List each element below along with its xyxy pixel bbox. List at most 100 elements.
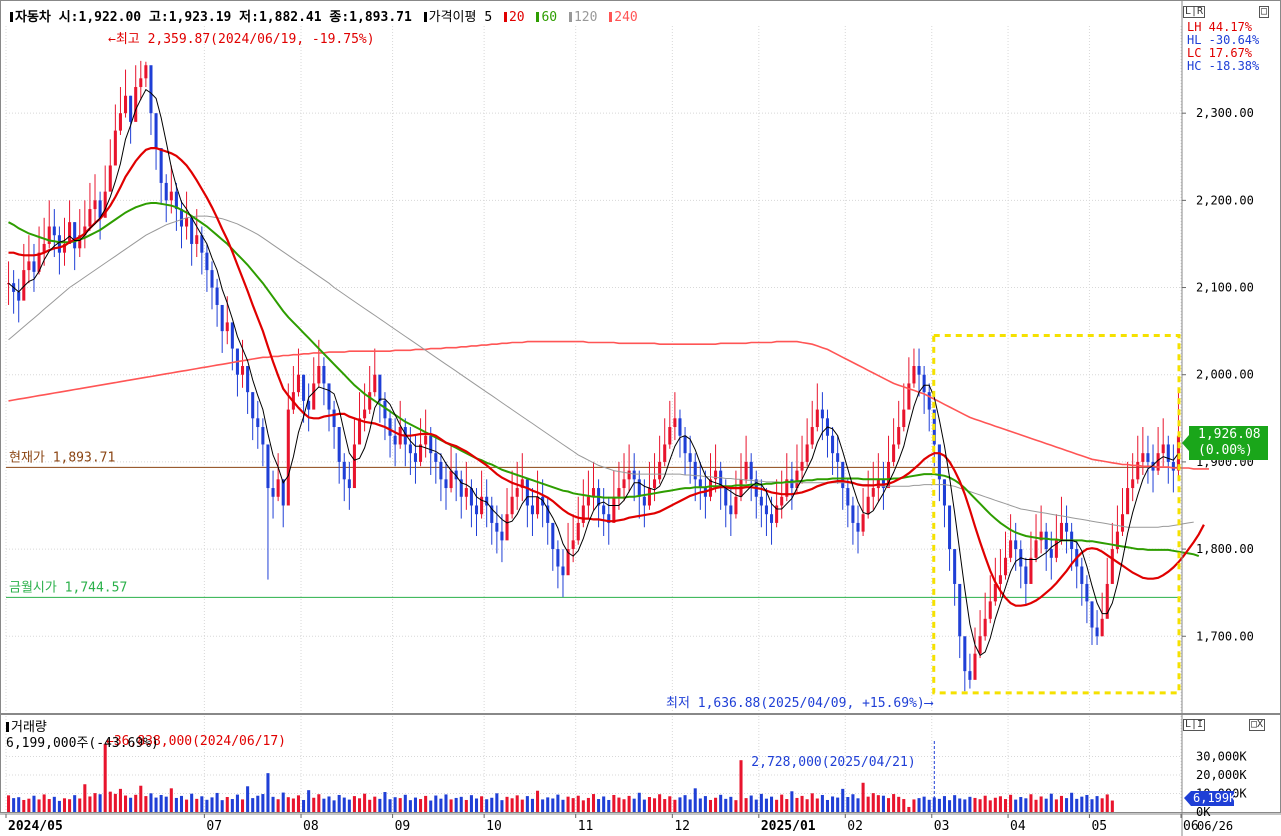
volume-bar [57, 800, 61, 812]
candle-body [32, 261, 36, 272]
candle-body [637, 479, 641, 497]
volume-bar [413, 797, 417, 812]
candle-body [210, 270, 214, 288]
bullet-icon [10, 12, 13, 22]
volume-bar [368, 799, 372, 812]
candle-body [1156, 453, 1160, 471]
volume-bar [429, 800, 433, 812]
candle-body [108, 165, 112, 192]
volume-bar [856, 798, 860, 812]
volume-bar [296, 795, 301, 812]
candle-body [378, 374, 382, 401]
volume-bar [62, 798, 67, 812]
candle-body [1120, 514, 1125, 532]
volume-bar [886, 798, 891, 812]
volume-bar [271, 796, 275, 812]
candle-body [866, 496, 870, 515]
candle-body [642, 496, 646, 506]
volume-bar [281, 792, 285, 812]
candle-body [134, 87, 138, 122]
candle-body [352, 444, 356, 489]
ma-legend-120: 120 [573, 10, 598, 25]
ma-legend[interactable]: 가격이평 5 20 60 120 240 [420, 10, 638, 25]
current-price-tag: 1,926.08 (0.00%) [1182, 426, 1268, 460]
candle-body [907, 383, 911, 410]
volume-bar [1075, 798, 1079, 812]
volume-bar [551, 798, 555, 812]
candle-body [851, 505, 855, 523]
volume-bar [251, 798, 255, 812]
volume-bar [917, 798, 921, 812]
volume-close-button[interactable]: □X [1249, 719, 1266, 731]
candle-body [617, 488, 621, 497]
candle-body [419, 444, 423, 462]
candle-body [302, 374, 306, 401]
ohlc-readout: 시:1,922.00 고:1,923.19 저:1,882.41 종:1,893… [58, 10, 412, 25]
moving-averages [8, 88, 1209, 657]
candle-body [317, 366, 321, 384]
volume-bar [246, 786, 250, 812]
volume-bar [27, 798, 31, 812]
candle-body [485, 496, 489, 506]
volume-bar [820, 794, 824, 812]
volume-bar [963, 799, 967, 812]
volume-bar [520, 799, 524, 812]
candle-body [546, 505, 550, 523]
y-tick-label: 2,100.00 [1196, 281, 1254, 295]
x-tick-label: 10 [486, 819, 502, 834]
volume-bar [505, 796, 509, 812]
volume-bar [47, 799, 51, 812]
candle-body [1039, 531, 1043, 541]
candle-body [266, 444, 270, 489]
ma120-line [8, 215, 1194, 528]
volume-bar [576, 795, 580, 812]
volume-bar [495, 793, 499, 812]
volume-bar [388, 799, 392, 812]
candle-body [785, 479, 789, 497]
candle-body [368, 392, 372, 410]
candle-body [653, 479, 657, 489]
volume-bar [210, 797, 214, 812]
candle-body [393, 435, 397, 445]
volume-bar [815, 798, 819, 812]
candle-body [698, 479, 702, 489]
volume-lr-button[interactable]: L|I [1183, 719, 1206, 731]
candle-body [790, 479, 794, 489]
candle-body [22, 270, 26, 301]
candle-body [271, 488, 275, 497]
volume-bar [571, 798, 575, 812]
ma-legend-20: 20 [508, 10, 525, 25]
grid-lines [5, 26, 1182, 812]
candle-body [337, 427, 341, 462]
x-tick-label: 03 [934, 819, 950, 834]
panel-maximize-button[interactable]: □ [1259, 6, 1270, 18]
volume-bar [286, 797, 290, 812]
volume-bar [805, 799, 809, 812]
candle-body [439, 461, 443, 480]
volume-bar [597, 799, 601, 812]
ma60-swatch-icon [536, 12, 540, 22]
highlight-rect [932, 333, 1181, 695]
candle-body [1009, 540, 1013, 558]
volume-bar [174, 797, 178, 812]
volume-bar [622, 799, 626, 812]
candle-body [602, 505, 606, 515]
volume-bar [897, 796, 901, 812]
candle-body [953, 549, 957, 584]
candle-body [1044, 531, 1048, 550]
volume-bar [703, 796, 707, 812]
candle-body [831, 435, 835, 454]
panel-lr-button[interactable]: L|R [1183, 6, 1206, 18]
current-tag-price: 1,926.08 [1198, 427, 1261, 442]
volume-bar [693, 788, 697, 812]
volume-bar [37, 799, 41, 812]
volume-bar [871, 793, 875, 812]
volume-bar [52, 796, 56, 812]
volume-bar [698, 798, 702, 812]
ma20-swatch-icon [503, 12, 507, 22]
chart-header: 자동차 시:1,922.00 고:1,923.19 저:1,882.41 종:1… [6, 6, 638, 25]
volume-bar [958, 798, 962, 812]
volume-bar [83, 784, 87, 812]
candle-body [1100, 618, 1104, 637]
volume-bar [775, 799, 779, 812]
